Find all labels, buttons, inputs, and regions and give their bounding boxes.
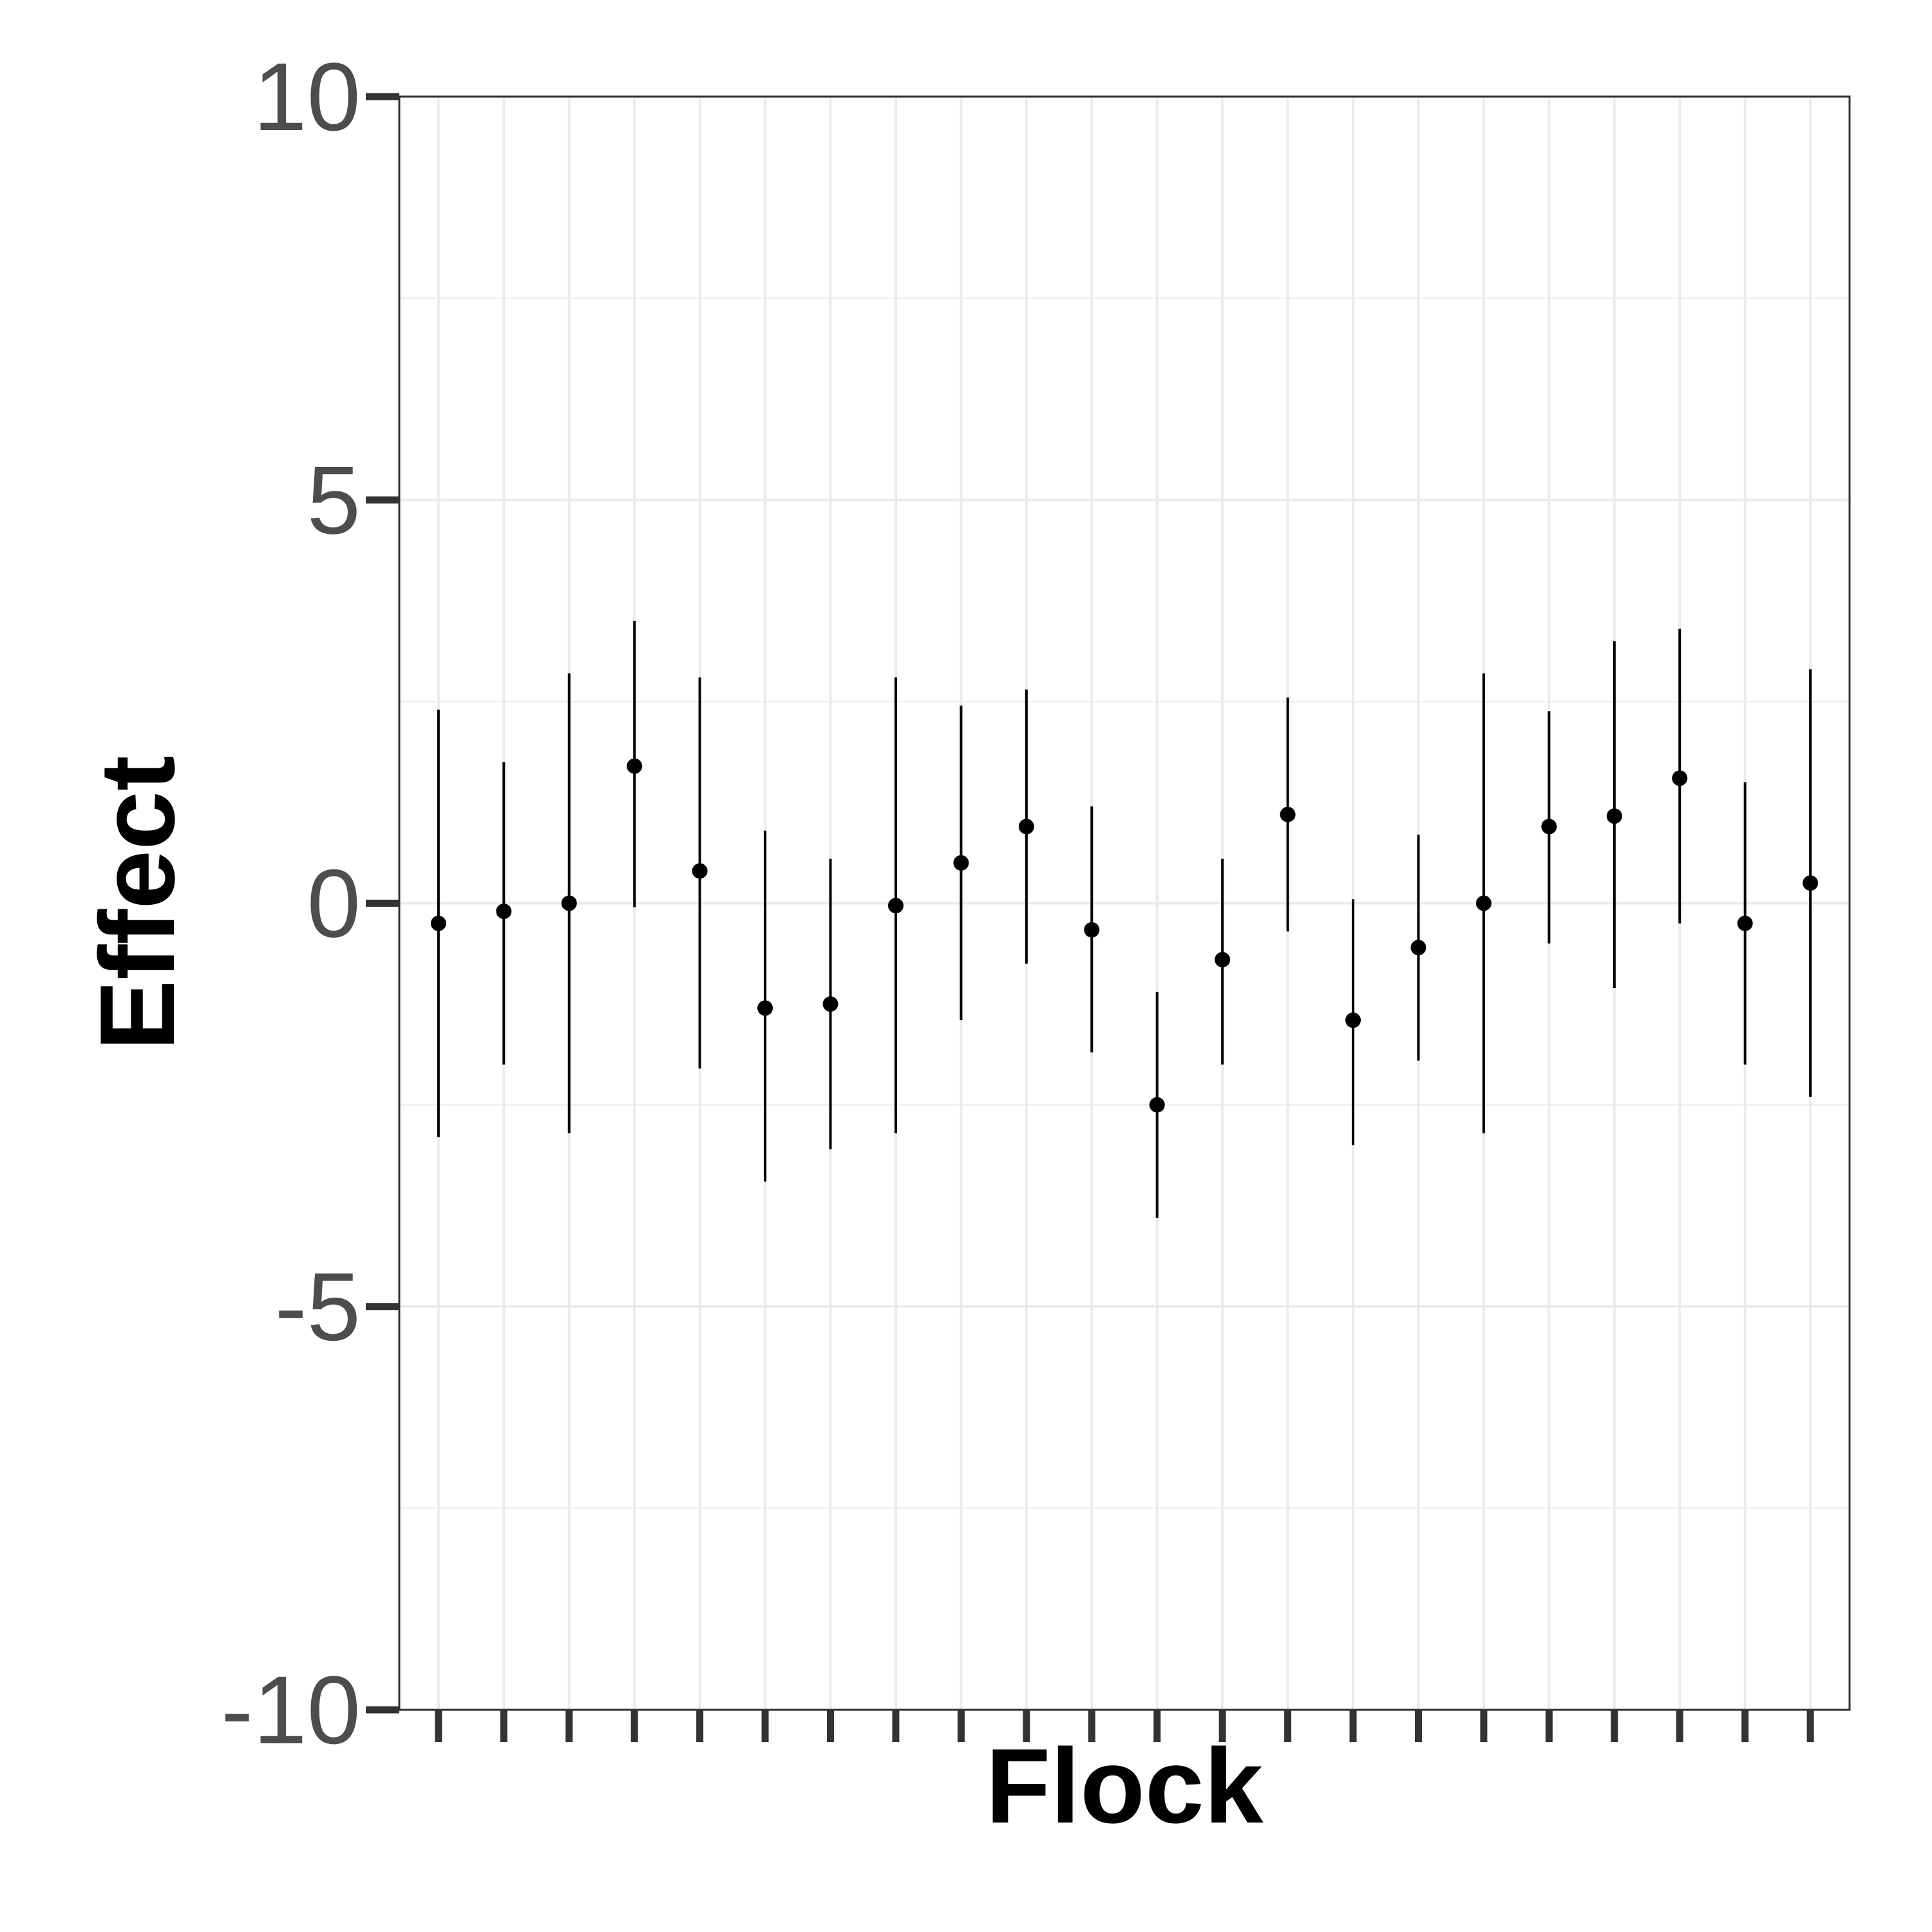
data-point-flock-11 — [1084, 922, 1100, 938]
data-point-flock-20 — [1672, 770, 1688, 786]
data-point-flock-12 — [1149, 1097, 1165, 1113]
data-point-flock-2 — [496, 904, 512, 920]
y-tick-label: 0 — [307, 849, 361, 958]
data-points — [430, 758, 1819, 1113]
y-axis-title: Effect — [78, 755, 196, 1050]
data-point-flock-15 — [1345, 1012, 1361, 1028]
data-point-flock-4 — [627, 758, 643, 774]
x-axis-title: Flock — [986, 1727, 1264, 1845]
data-point-flock-7 — [822, 996, 838, 1012]
data-point-flock-19 — [1606, 808, 1622, 824]
data-point-flock-3 — [561, 895, 577, 911]
data-point-flock-9 — [953, 855, 969, 871]
data-point-flock-13 — [1215, 952, 1231, 968]
data-point-flock-5 — [692, 863, 708, 879]
y-tick-label: -5 — [275, 1253, 361, 1361]
y-tick-label: 5 — [307, 446, 361, 554]
data-point-flock-17 — [1475, 895, 1492, 911]
data-point-flock-16 — [1410, 940, 1426, 956]
data-point-flock-6 — [757, 1000, 773, 1016]
data-point-flock-22 — [1803, 875, 1819, 891]
data-point-flock-1 — [430, 915, 446, 931]
data-point-flock-8 — [887, 898, 904, 914]
data-point-flock-18 — [1541, 819, 1557, 835]
y-axis-ticks: -10 -5 0 5 10 — [221, 43, 399, 1764]
x-axis-ticks — [435, 1710, 1814, 1742]
data-point-flock-10 — [1018, 819, 1034, 835]
y-tick-label: -10 — [221, 1656, 361, 1764]
data-point-flock-21 — [1737, 915, 1753, 931]
y-tick-label: 10 — [253, 43, 361, 151]
data-point-flock-14 — [1280, 806, 1296, 822]
